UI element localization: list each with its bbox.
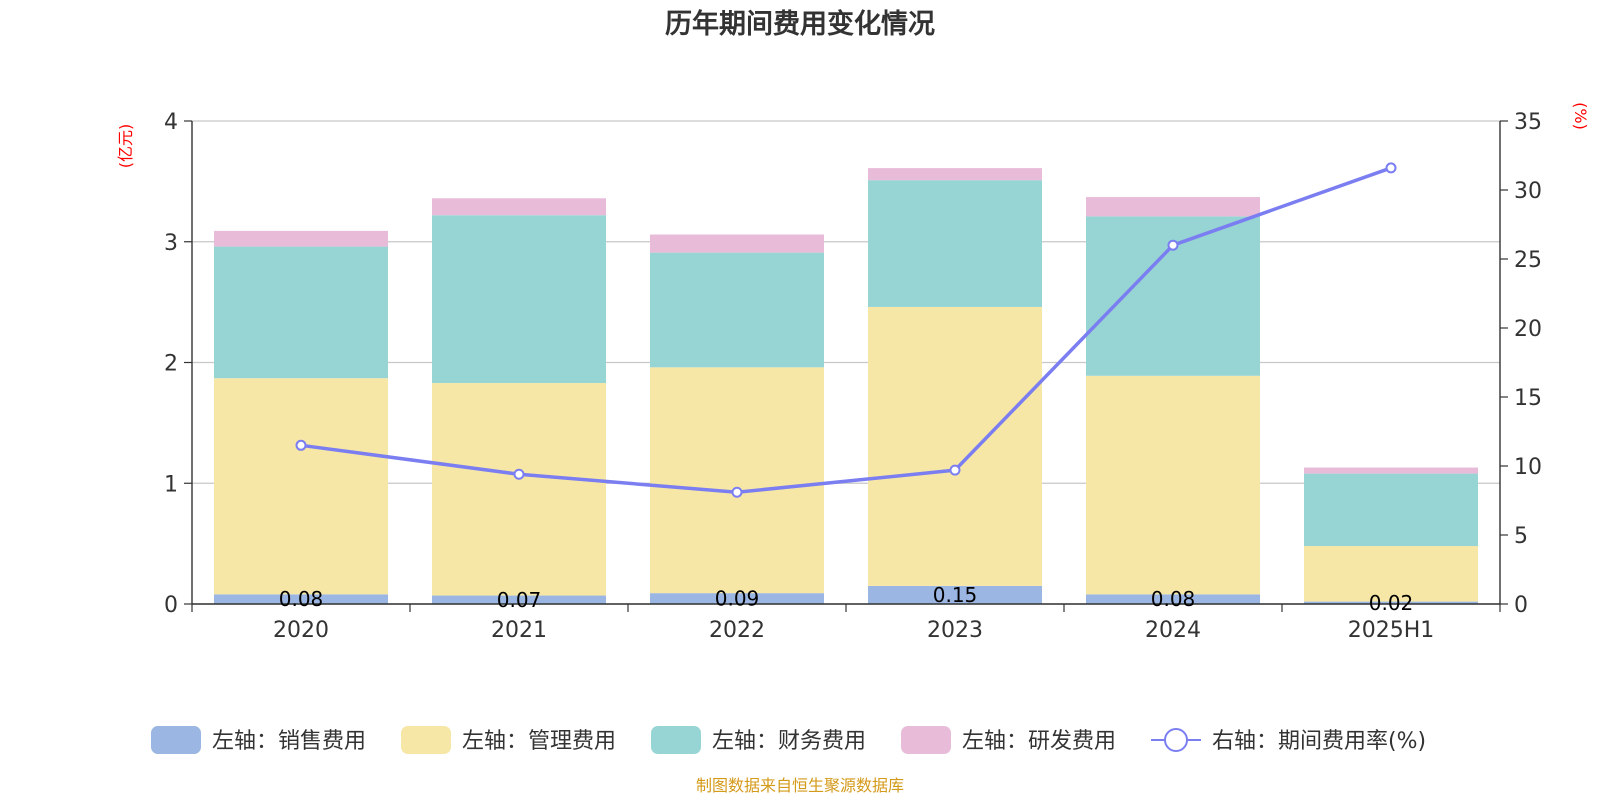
left-axis-unit-label: (亿元): [116, 124, 135, 169]
gridlines: [192, 120, 1500, 605]
rate-point: [1385, 162, 1397, 174]
x-axis-tick-label: 2020: [273, 618, 329, 643]
rate-line: [300, 166, 1392, 494]
left-axis-tick-label: 0: [164, 593, 178, 618]
rate-point: [295, 439, 307, 451]
legend-swatch: [651, 726, 701, 754]
right-axis-tick-label: 20: [1514, 317, 1542, 342]
source-note: 制图数据来自恒生聚源数据库: [696, 776, 904, 795]
bar-segment-4: [1304, 467, 1478, 474]
bar-segment-4: [432, 198, 606, 216]
x-axis-tick-label: 2021: [491, 618, 547, 643]
legend-label: 左轴：管理费用: [462, 729, 616, 754]
x-axis-tick-label: 2025H1: [1348, 618, 1435, 643]
rate-point: [949, 464, 961, 476]
right-axis-unit-label: (%): [1571, 102, 1590, 130]
right-axis-tick-label: 15: [1514, 386, 1542, 411]
right-axis-tick-label: 0: [1514, 593, 1528, 618]
bar-segment-2: [650, 367, 824, 594]
bar-segment-1: [650, 593, 824, 604]
bar-data-label: 0.15: [933, 583, 978, 607]
legend-label: 左轴：财务费用: [712, 729, 866, 754]
bar-segment-1: [1304, 601, 1478, 604]
bar-data-label: 0.09: [715, 587, 760, 611]
bar-segment-3: [432, 215, 606, 384]
rate-point: [1167, 239, 1179, 251]
bar-segment-3: [214, 246, 388, 379]
legend: 左轴：销售费用 左轴：管理费用 左轴：财务费用 左轴：研发费用 右轴：期间费用率(%): [151, 726, 1426, 754]
rate-line-series: [295, 162, 1397, 498]
bar-segment-3: [650, 252, 824, 368]
bar-segment-2: [1086, 375, 1260, 595]
left-axis-tick-label: 4: [164, 110, 178, 135]
rate-point: [513, 468, 525, 480]
bar-segment-2: [868, 306, 1042, 586]
chart-title: 历年期间费用变化情况: [665, 8, 935, 40]
bar-segment-4: [650, 234, 824, 253]
axes: 0 1 2 3 4 0 5 10 15 20 25 30 35 2020 2021 2022 2023 2024 2…: [164, 110, 1542, 643]
right-axis-tick-label: 25: [1514, 248, 1542, 273]
bar-segment-2: [432, 383, 606, 596]
bar-segment-1: [432, 595, 606, 604]
bar-segment-2: [1304, 546, 1478, 602]
bar-segment-1: [1086, 594, 1260, 604]
bar-data-label: 0.07: [497, 588, 542, 612]
bar-data-label: 0.08: [1151, 587, 1196, 611]
right-axis-tick-label: 10: [1514, 455, 1542, 480]
legend-swatch: [151, 726, 201, 754]
left-axis-tick-label: 1: [164, 472, 178, 497]
bar-segment-3: [1304, 473, 1478, 547]
bar-segment-4: [214, 230, 388, 247]
bar-data-label: 0.08: [279, 587, 324, 611]
legend-swatch: [401, 726, 451, 754]
legend-marker-swatch: [1164, 728, 1188, 752]
left-axis-tick-label: 3: [164, 231, 178, 256]
bar-segment-4: [1086, 197, 1260, 217]
bar-series: [214, 168, 1478, 604]
bar-segment-3: [868, 180, 1042, 307]
right-axis-tick-label: 35: [1514, 110, 1542, 135]
x-axis-tick-label: 2024: [1145, 618, 1201, 643]
data-labels: 0.08 0.07 0.09 0.15 0.08 0.02: [279, 583, 1414, 615]
legend-label: 左轴：销售费用: [212, 729, 366, 754]
right-axis-tick-label: 5: [1514, 524, 1528, 549]
bar-segment-1: [214, 594, 388, 604]
bar-segment-1: [868, 585, 1042, 604]
bar-segment-4: [868, 168, 1042, 181]
right-axis-tick-label: 30: [1514, 179, 1542, 204]
legend-swatch: [901, 726, 951, 754]
legend-label: 左轴：研发费用: [962, 729, 1116, 754]
rate-point: [731, 486, 743, 498]
bar-data-label: 0.02: [1369, 591, 1414, 615]
x-axis-tick-label: 2023: [927, 618, 983, 643]
left-axis-tick-label: 2: [164, 352, 178, 377]
bar-segment-2: [214, 378, 388, 595]
x-axis-tick-label: 2022: [709, 618, 765, 643]
legend-label: 右轴：期间费用率(%): [1212, 729, 1426, 754]
